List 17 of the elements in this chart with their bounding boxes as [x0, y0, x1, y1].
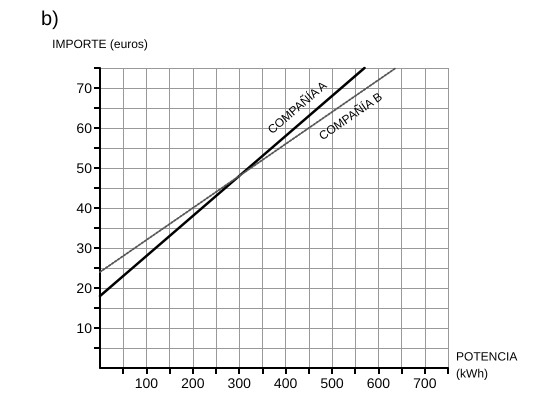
y-axis-title: IMPORTE (euros) — [52, 37, 148, 51]
y-tick-label: 20 — [76, 280, 92, 296]
x-axis-title: POTENCIA (kWh) — [456, 350, 518, 380]
chart-title: b) — [41, 8, 59, 30]
y-tick-label: 50 — [76, 160, 92, 176]
x-tick-label: 400 — [274, 375, 298, 391]
x-tick-label: 600 — [366, 375, 390, 391]
x-tick-label: 100 — [134, 375, 158, 391]
y-tick-label: 30 — [76, 240, 92, 256]
x-tick-label: 500 — [320, 375, 344, 391]
x-tick-label: 300 — [228, 375, 252, 391]
y-tick-label: 70 — [76, 80, 92, 96]
y-tick-label: 40 — [76, 200, 92, 216]
y-tick-label: 60 — [76, 120, 92, 136]
y-tick-label: 10 — [76, 320, 92, 336]
x-tick-label: 200 — [181, 375, 205, 391]
x-tick-label: 700 — [413, 375, 437, 391]
